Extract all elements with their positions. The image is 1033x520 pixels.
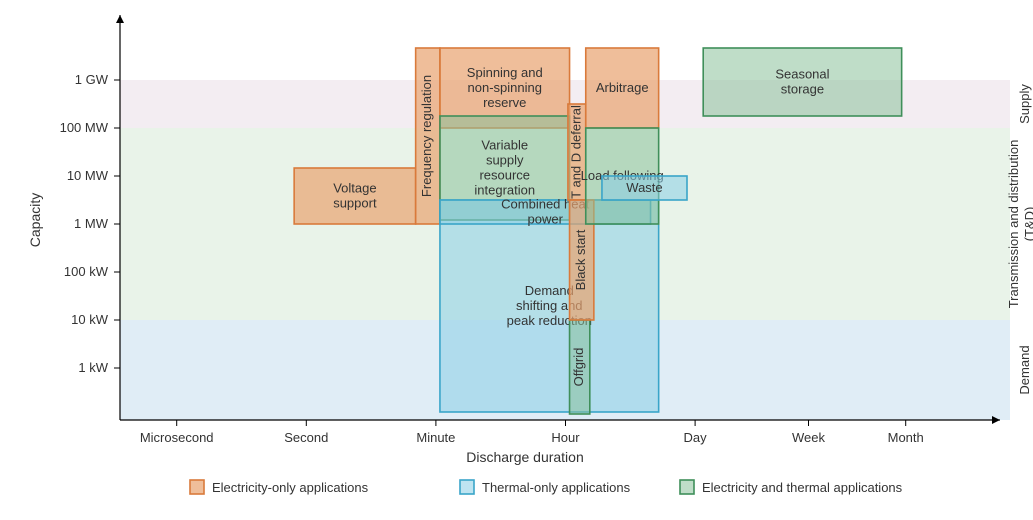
y-tick-10kw: 10 kW bbox=[71, 312, 109, 327]
legend-label-thermal: Thermal-only applications bbox=[482, 480, 631, 495]
legend-swatch-both bbox=[680, 480, 694, 494]
band-label-supply: Supply bbox=[1017, 84, 1032, 124]
legend-label-elec: Electricity-only applications bbox=[212, 480, 369, 495]
x-tick-hour: Hour bbox=[551, 430, 580, 445]
x-tick-day: Day bbox=[684, 430, 708, 445]
x-axis-title: Discharge duration bbox=[466, 449, 584, 465]
y-axis-arrow bbox=[116, 15, 124, 23]
x-tick-second: Second bbox=[284, 430, 328, 445]
legend-label-both: Electricity and thermal applications bbox=[702, 480, 903, 495]
voltage-support-label: Voltagesupport bbox=[333, 181, 377, 211]
y-tick-10mw: 10 MW bbox=[67, 168, 109, 183]
legend-swatch-elec bbox=[190, 480, 204, 494]
x-tick-week: Week bbox=[792, 430, 825, 445]
black-start-label: Black start bbox=[573, 229, 588, 290]
band-label-demand: Demand bbox=[1017, 345, 1032, 394]
x-tick-month: Month bbox=[888, 430, 924, 445]
capacity-vs-duration-chart: VoltagesupportFrequency regulationSpinni… bbox=[0, 0, 1033, 520]
offgrid-label: Offgrid bbox=[571, 348, 586, 387]
arbitrage-label: Arbitrage bbox=[596, 80, 649, 95]
variable-supply-label: Variablesupplyresourceintegration bbox=[474, 138, 535, 198]
x-tick-minute: Minute bbox=[416, 430, 455, 445]
waste-label: Waste bbox=[626, 180, 662, 195]
y-tick-100mw: 100 MW bbox=[60, 120, 109, 135]
y-tick-1gw: 1 GW bbox=[75, 72, 109, 87]
y-tick-1kw: 1 kW bbox=[78, 360, 108, 375]
legend-swatch-thermal bbox=[460, 480, 474, 494]
band-label-transmission: Transmission and distribution(T&D) bbox=[1006, 140, 1033, 309]
chart-svg: VoltagesupportFrequency regulationSpinni… bbox=[0, 0, 1033, 520]
seasonal-storage-label: Seasonalstorage bbox=[775, 67, 829, 97]
y-axis-title: Capacity bbox=[27, 193, 43, 247]
td-deferral-label: T and D deferral bbox=[568, 105, 583, 199]
freq-regulation-label: Frequency regulation bbox=[419, 75, 434, 197]
y-tick-1mw: 1 MW bbox=[74, 216, 109, 231]
x-tick-microsecond: Microsecond bbox=[140, 430, 214, 445]
y-tick-100kw: 100 kW bbox=[64, 264, 109, 279]
